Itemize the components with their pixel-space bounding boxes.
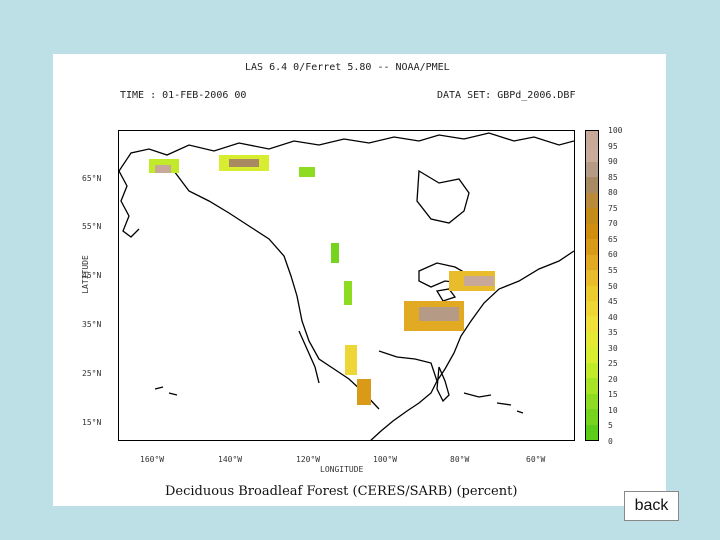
coastline-alaska-west — [119, 170, 140, 238]
lat-label-65n: 65°N — [82, 174, 102, 183]
cell-mexico-1 — [345, 345, 357, 375]
colorbar-label: 100 — [608, 126, 623, 135]
cell-alaska-4 — [229, 159, 259, 167]
coastlines — [119, 132, 574, 440]
cell-rockies-1 — [331, 243, 339, 263]
coastline-west — [173, 170, 380, 410]
colorbar-swatch — [586, 254, 598, 271]
colorbar-label: 95 — [608, 141, 618, 151]
colorbar-label: 45 — [608, 297, 618, 307]
cell-rockies-2 — [344, 281, 352, 305]
colorbar-swatch — [586, 223, 598, 240]
lat-label-25n: 25°N — [82, 369, 102, 378]
cell-appalachia-2 — [464, 276, 494, 286]
lat-label-45n: 45°N — [82, 271, 102, 280]
colorbar-swatch — [586, 424, 598, 441]
map-plot — [118, 130, 575, 441]
colorbar-label: 0 — [608, 437, 613, 446]
caribbean — [463, 392, 524, 414]
back-button[interactable]: back — [624, 491, 679, 521]
colorbar-swatch — [586, 316, 598, 333]
lon-label-80w: 80°W — [450, 455, 470, 464]
colorbar-label: 35 — [608, 328, 618, 338]
forest-cover-cells — [149, 155, 495, 405]
lon-label-100w: 100°W — [373, 455, 398, 464]
gulf-coast — [370, 350, 438, 440]
colorbar-swatch — [586, 331, 598, 348]
north-america-map — [119, 132, 574, 440]
hudson-bay — [416, 169, 470, 224]
colorbar-swatch — [586, 409, 598, 426]
plot-title: LAS 6.4 0/Ferret 5.80 -- NOAA/PMEL — [245, 62, 450, 73]
colorbar-swatch — [586, 270, 598, 286]
colorbar-label: 75 — [608, 203, 618, 213]
cell-yukon — [299, 167, 315, 177]
map-caption: Deciduous Broadleaf Forest (CERES/SARB) … — [165, 484, 518, 499]
colorbar-label: 85 — [608, 172, 618, 182]
colorbar-swatch — [586, 161, 598, 178]
hawaii — [154, 386, 178, 396]
colorbar-swatch — [586, 192, 598, 209]
colorbar — [585, 130, 599, 441]
lon-label-120w: 120°W — [296, 455, 321, 464]
lat-label-35n: 35°N — [82, 320, 102, 329]
colorbar-swatch — [586, 146, 598, 163]
colorbar-swatch — [586, 177, 598, 194]
lon-label-140w: 140°W — [218, 455, 243, 464]
colorbar-label: 65 — [608, 234, 618, 244]
lat-label-15n: 15°N — [82, 418, 102, 427]
colorbar-label: 5 — [608, 421, 613, 431]
lon-label-60w: 60°W — [526, 455, 546, 464]
colorbar-label: 60 — [608, 250, 618, 260]
colorbar-label: 15 — [608, 390, 618, 400]
lon-label-160w: 160°W — [140, 455, 165, 464]
cell-appalachia-4 — [419, 307, 459, 321]
x-axis-label: LONGITUDE — [320, 465, 364, 474]
colorbar-swatch — [586, 378, 598, 395]
coastline-north — [119, 132, 574, 172]
colorbar-label: 70 — [608, 219, 618, 229]
colorbar-label: 30 — [608, 343, 618, 353]
colorbar-swatch — [586, 347, 598, 364]
colorbar-label: 80 — [608, 188, 618, 198]
colorbar-swatch — [586, 362, 598, 379]
dataset-label: DATA SET: GBPd_2006.DBF — [437, 90, 576, 101]
colorbar-swatch — [586, 285, 598, 302]
baja — [298, 330, 320, 384]
colorbar-swatch — [586, 300, 598, 317]
colorbar-swatch — [586, 208, 598, 225]
cell-alaska-2 — [155, 165, 171, 173]
time-label: TIME : 01-FEB-2006 00 — [120, 90, 247, 101]
colorbar-swatch — [586, 131, 598, 147]
y-axis-label: LATITUDE — [80, 255, 90, 294]
florida — [436, 366, 450, 403]
colorbar-label: 20 — [608, 374, 618, 384]
lat-label-55n: 55°N — [82, 222, 102, 231]
cell-mexico-2 — [357, 379, 371, 405]
colorbar-label: 10 — [608, 405, 618, 415]
colorbar-label: 55 — [608, 265, 618, 275]
colorbar-swatch — [586, 239, 598, 256]
colorbar-label: 90 — [608, 157, 618, 167]
colorbar-label: 40 — [608, 312, 618, 322]
coastline-east — [436, 250, 574, 382]
colorbar-label: 25 — [608, 359, 618, 369]
colorbar-swatch — [586, 393, 598, 410]
colorbar-label: 50 — [608, 281, 618, 291]
